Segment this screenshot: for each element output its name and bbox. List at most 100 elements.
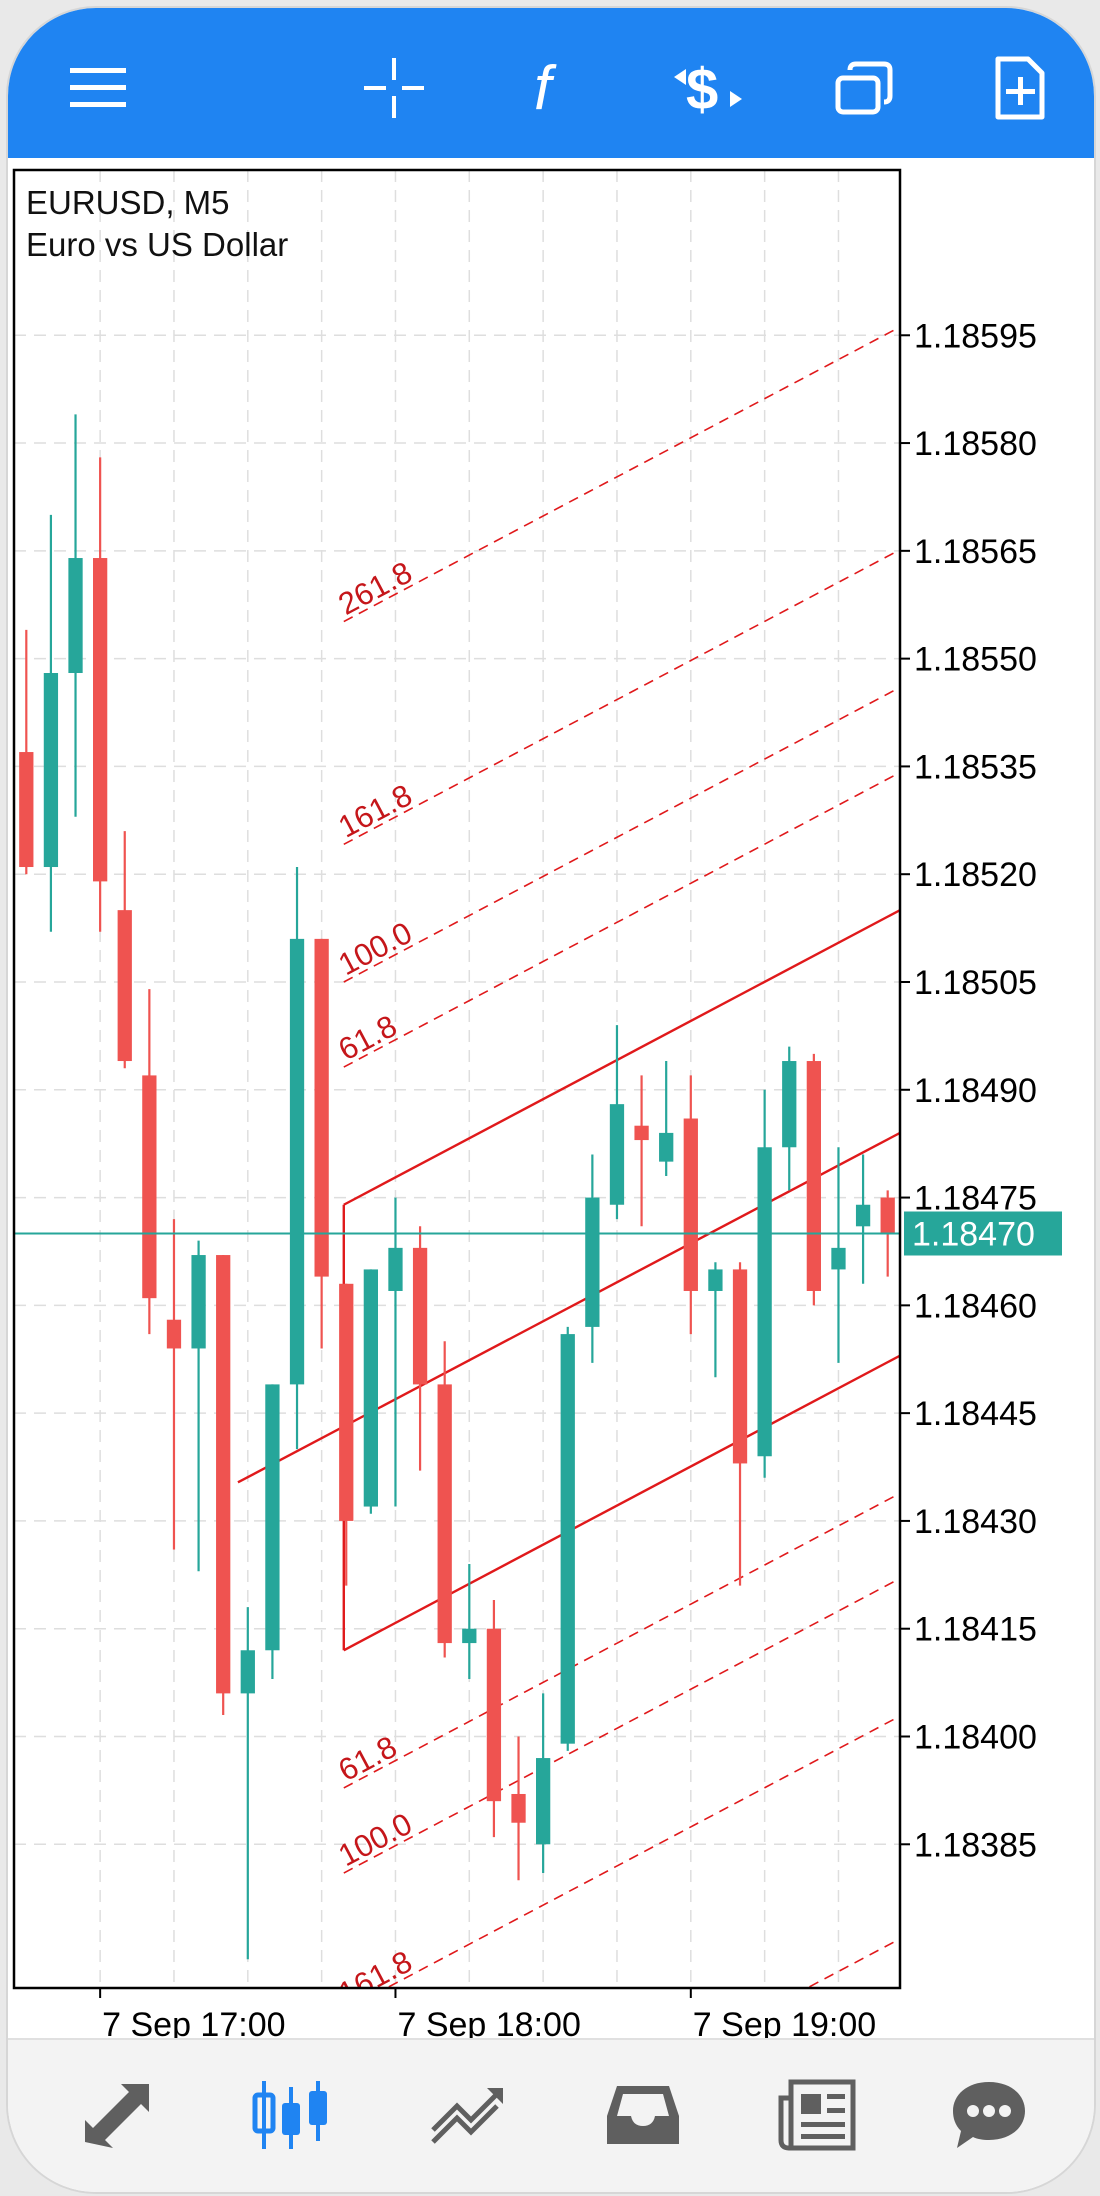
hamburger-menu-icon (70, 68, 126, 107)
candle-body (216, 1255, 231, 1694)
x-tick-label: 7 Sep 17:00 (102, 2006, 285, 2038)
indicators-button[interactable]: f (500, 38, 600, 138)
candle-body (683, 1118, 698, 1291)
candle-body (609, 1104, 625, 1205)
candle-body (166, 1319, 182, 1349)
crosshair-icon (364, 58, 424, 118)
candle-body (757, 1147, 772, 1457)
candle-body (412, 1247, 428, 1385)
quotes-arrows-icon (85, 2084, 149, 2148)
new-order-button[interactable] (970, 38, 1070, 138)
plot-frame (12, 168, 902, 1990)
windows-icon (835, 61, 893, 115)
nav-quotes[interactable] (62, 2060, 172, 2170)
candle-body (708, 1269, 723, 1291)
candle-body (486, 1628, 502, 1802)
y-tick-label: 1.18535 (914, 748, 1037, 786)
chart-symbol-label: EURUSD, M5 (26, 184, 230, 221)
chat-bubble-icon (953, 2082, 1025, 2148)
trade-lines-icon (431, 2088, 503, 2144)
fib-level-line-above (343, 686, 900, 983)
y-tick-label: 1.18385 (914, 1826, 1037, 1864)
function-f-icon: f (534, 54, 557, 123)
y-tick-label: 1.18595 (914, 317, 1037, 355)
dollar-trade-icon: $ (674, 57, 742, 122)
candle-body (560, 1334, 575, 1744)
candle-body (806, 1061, 821, 1291)
candle-body (19, 752, 34, 868)
candle-body (363, 1269, 378, 1507)
y-tick-label: 1.18565 (914, 533, 1037, 571)
candle-body (437, 1384, 452, 1644)
candle-body (289, 938, 305, 1385)
candle-body (117, 910, 132, 1062)
y-tick-label: 1.18475 (914, 1180, 1037, 1218)
y-tick-label: 1.18415 (914, 1611, 1037, 1649)
y-tick-label: 1.18445 (914, 1395, 1037, 1433)
candle-body (536, 1758, 551, 1845)
candle-body (462, 1628, 477, 1644)
candle-body (855, 1204, 871, 1227)
y-tick-label: 1.18430 (914, 1503, 1037, 1541)
new-order-icon (995, 56, 1045, 120)
chart-area[interactable]: 1.18595 1.18580 1.18565 1.18550 1.18535 1.185… (8, 158, 1094, 2044)
y-tick-label: 1.18580 (914, 425, 1037, 463)
crosshair-button[interactable] (344, 38, 444, 138)
fib-lower-line (343, 1354, 900, 1652)
fib-upper-line (343, 909, 900, 1206)
y-tick-label: 1.18490 (914, 1072, 1037, 1110)
candle-body (68, 558, 83, 674)
current-price-label: 1.18470 (912, 1215, 1035, 1253)
candle-body (585, 1197, 600, 1327)
candle-body (43, 673, 59, 868)
y-tick-label: 1.18505 (914, 964, 1037, 1002)
nav-history[interactable] (588, 2060, 698, 2170)
newspaper-icon (778, 2079, 856, 2151)
windows-button[interactable] (814, 38, 914, 138)
bottom-navigation (8, 2038, 1094, 2192)
candle-body (634, 1125, 649, 1141)
chart-description-label: Euro vs US Dollar (26, 226, 289, 263)
svg-text:$: $ (686, 57, 718, 122)
candle-body (265, 1384, 280, 1651)
y-tick-label: 1.18400 (914, 1718, 1037, 1756)
candlestick-chart[interactable]: 1.18595 1.18580 1.18565 1.18550 1.18535 1.185… (8, 158, 1094, 2044)
phone-frame: f $ 1.18595 1.18580 1.18565 1.1855 (6, 6, 1096, 2194)
candle-body (388, 1247, 403, 1291)
candle-body (191, 1255, 206, 1349)
inbox-icon (607, 2086, 679, 2144)
top-toolbar: f $ (8, 8, 1094, 158)
nav-news[interactable] (762, 2060, 872, 2170)
svg-text:f: f (534, 54, 557, 123)
fib-level-line-above (343, 549, 900, 846)
fib-level-line-below (343, 1492, 900, 1789)
candlestick-chart-icon (252, 2081, 327, 2149)
candle-body (782, 1061, 797, 1148)
candle-body (659, 1132, 674, 1162)
fib-level-line-below (343, 1577, 900, 1874)
trade-button[interactable]: $ (658, 38, 758, 138)
x-tick-label: 7 Sep 19:00 (693, 2006, 876, 2038)
candle-body (880, 1197, 895, 1234)
candle-body (240, 1650, 255, 1694)
candle-body (339, 1283, 354, 1521)
nav-messages[interactable] (934, 2060, 1044, 2170)
nav-trade[interactable] (412, 2060, 522, 2170)
nav-chart[interactable] (236, 2060, 346, 2170)
y-tick-label: 1.18550 (914, 641, 1037, 679)
fib-level-line-above (343, 771, 900, 1068)
current-price-tag (904, 1211, 1062, 1256)
fib-level-line-below (384, 1715, 900, 1988)
candle-body (732, 1269, 748, 1464)
y-tick-label: 1.18460 (914, 1287, 1037, 1325)
candle-body (511, 1793, 526, 1823)
candle-body (314, 938, 329, 1277)
plot-background (14, 170, 900, 1988)
candle-body (831, 1247, 846, 1270)
fib-level-line-above (343, 326, 900, 623)
x-tick-label: 7 Sep 18:00 (397, 2006, 580, 2038)
y-tick-label: 1.18520 (914, 856, 1037, 894)
menu-button[interactable] (48, 38, 148, 138)
candle-body (142, 1075, 157, 1299)
candle-body (93, 558, 108, 882)
